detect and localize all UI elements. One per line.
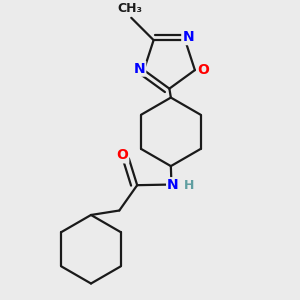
Text: N: N — [134, 61, 145, 76]
Text: O: O — [197, 62, 209, 76]
Text: H: H — [184, 179, 194, 192]
Text: CH₃: CH₃ — [117, 2, 142, 15]
Text: N: N — [167, 178, 179, 192]
Text: O: O — [116, 148, 128, 162]
Text: N: N — [182, 30, 194, 44]
